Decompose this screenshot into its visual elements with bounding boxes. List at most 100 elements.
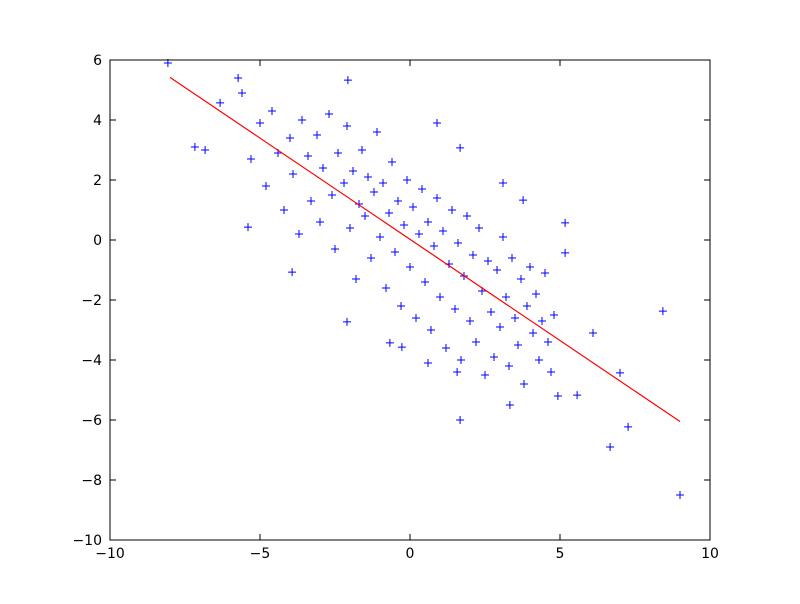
point <box>535 356 543 364</box>
point <box>397 302 405 310</box>
point <box>216 98 225 107</box>
point <box>256 119 264 127</box>
point <box>349 167 357 175</box>
point <box>190 143 199 151</box>
point <box>550 311 558 319</box>
point <box>676 491 684 499</box>
point <box>421 278 429 286</box>
point <box>573 391 582 400</box>
point <box>433 194 441 202</box>
x-tick-label: −5 <box>250 546 271 562</box>
point <box>469 251 477 259</box>
point <box>388 158 396 166</box>
y-tick-label: −8 <box>81 473 102 489</box>
y-tick-label: 2 <box>93 173 102 189</box>
point <box>331 245 339 253</box>
point <box>352 275 360 283</box>
point <box>262 182 270 190</box>
point <box>457 356 465 364</box>
point <box>505 401 514 409</box>
point <box>358 146 366 154</box>
point <box>288 268 297 277</box>
point <box>487 308 495 316</box>
point <box>343 122 351 130</box>
point <box>316 218 324 226</box>
point <box>508 254 516 262</box>
point <box>484 257 492 265</box>
y-tick-label: −4 <box>81 353 102 369</box>
plot-area <box>163 59 684 499</box>
point <box>433 119 441 127</box>
point <box>490 353 498 361</box>
point <box>561 248 570 257</box>
point <box>412 314 420 322</box>
point <box>406 263 414 271</box>
point <box>624 422 633 431</box>
point <box>547 368 555 376</box>
point <box>466 317 474 325</box>
point <box>496 323 504 331</box>
point <box>247 155 255 163</box>
point <box>313 131 321 139</box>
y-tick-label: 4 <box>93 113 102 129</box>
point <box>606 443 615 451</box>
point <box>505 362 513 370</box>
point <box>544 338 552 346</box>
point <box>424 218 432 226</box>
point <box>382 284 390 292</box>
point <box>289 170 297 178</box>
point <box>658 307 667 316</box>
point <box>517 275 525 283</box>
point <box>334 149 342 157</box>
point <box>520 380 528 388</box>
point <box>238 89 246 97</box>
point <box>442 344 450 352</box>
point <box>355 200 363 208</box>
point <box>397 343 406 352</box>
point <box>415 230 423 238</box>
point <box>430 242 438 250</box>
point <box>454 239 462 247</box>
point <box>589 329 597 337</box>
point <box>385 209 393 217</box>
point <box>427 326 435 334</box>
point <box>391 248 399 256</box>
point <box>439 227 447 235</box>
point <box>304 152 312 160</box>
point <box>403 176 411 184</box>
point <box>364 173 372 181</box>
y-tick-label: −6 <box>81 413 102 429</box>
point <box>409 203 417 211</box>
point <box>502 293 510 301</box>
point <box>493 266 501 274</box>
point <box>376 233 384 241</box>
point <box>456 416 465 424</box>
point <box>268 107 276 115</box>
point <box>385 338 394 347</box>
point <box>394 197 402 205</box>
point <box>298 116 306 124</box>
point <box>418 185 426 193</box>
point <box>448 206 456 214</box>
point <box>456 143 465 152</box>
point <box>529 329 537 337</box>
point <box>280 206 288 214</box>
point <box>519 196 528 205</box>
point <box>475 224 483 232</box>
point <box>244 223 252 232</box>
point <box>511 314 519 322</box>
point <box>201 146 210 154</box>
point <box>499 233 507 241</box>
y-tick-label: −10 <box>72 533 102 549</box>
point <box>367 254 375 262</box>
x-tick-label: 10 <box>701 546 719 562</box>
point <box>340 179 348 187</box>
point <box>499 179 507 187</box>
point <box>481 371 489 379</box>
point <box>553 392 562 400</box>
point <box>453 368 462 376</box>
x-tick-label: −10 <box>95 546 125 562</box>
